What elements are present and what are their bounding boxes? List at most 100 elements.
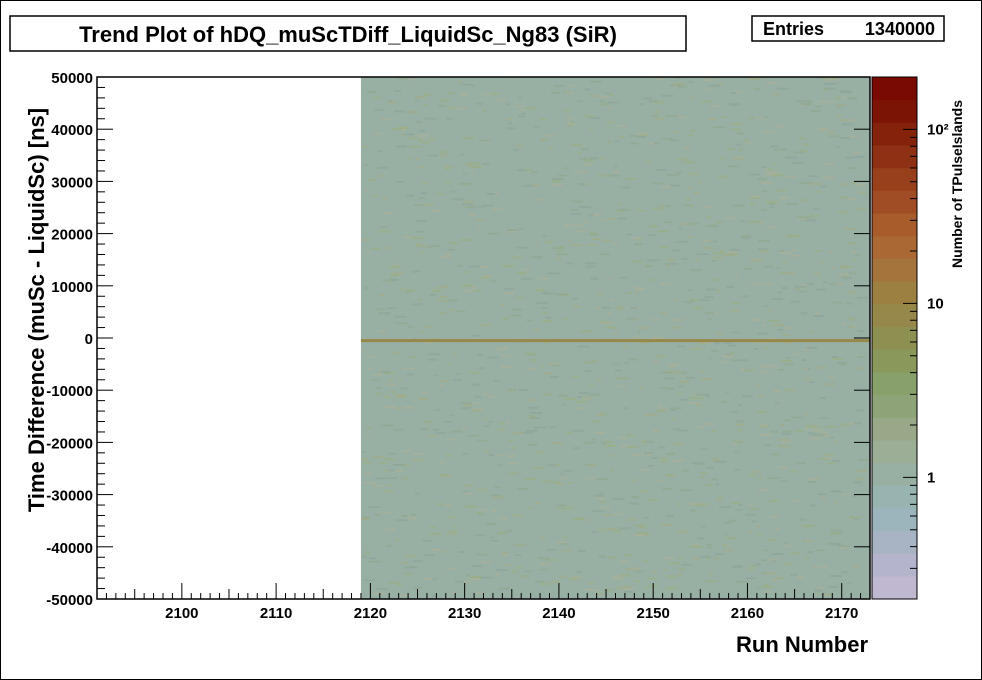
speckle-cell (630, 307, 638, 310)
speckle-cell (446, 107, 455, 110)
speckle-cell (818, 260, 824, 263)
speckle-cell (784, 563, 792, 566)
speckle-cell (508, 122, 513, 125)
speckle-cell (583, 159, 595, 162)
speckle-cell (833, 440, 839, 443)
speckle-cell (399, 288, 405, 291)
speckle-cell (470, 409, 480, 412)
speckle-cell (563, 317, 568, 320)
speckle-cell (689, 502, 699, 505)
speckle-cell (482, 393, 490, 396)
speckle-cell (387, 477, 398, 480)
speckle-cell (518, 389, 528, 392)
speckle-cell (769, 430, 778, 433)
speckle-cell (782, 440, 792, 443)
speckle-cell (445, 180, 452, 183)
speckle-cell (751, 520, 757, 523)
speckle-cell (785, 545, 793, 548)
speckle-cell (585, 477, 597, 480)
speckle-cell (641, 441, 647, 443)
speckle-cell (425, 428, 430, 431)
speckle-cell (673, 428, 680, 431)
speckle-cell (833, 301, 843, 304)
speckle-cell (654, 142, 661, 145)
speckle-cell (790, 573, 798, 576)
speckle-cell (415, 157, 421, 160)
speckle-cell (776, 87, 789, 90)
speckle-cell (373, 132, 382, 135)
speckle-cell (781, 287, 788, 290)
x-axis-label: Run Number (736, 632, 868, 657)
speckle-cell (852, 259, 857, 262)
speckle-cell (708, 572, 714, 575)
speckle-cell (491, 92, 501, 95)
speckle-cell (547, 464, 556, 467)
speckle-cell (502, 264, 515, 267)
speckle-cell (554, 463, 560, 466)
speckle-cell (676, 158, 689, 161)
speckle-cell (378, 312, 391, 315)
speckle-cell (423, 578, 432, 580)
speckle-cell (624, 590, 634, 593)
speckle-cell (785, 156, 798, 159)
speckle-cell (768, 202, 776, 205)
speckle-cell (707, 466, 714, 469)
speckle-cell (473, 289, 482, 292)
speckle-cell (556, 253, 569, 256)
speckle-cell (821, 435, 831, 437)
speckle-cell (819, 129, 824, 132)
speckle-cell (549, 376, 559, 379)
speckle-cell (599, 500, 606, 503)
speckle-cell (679, 398, 688, 401)
speckle-cell (798, 137, 805, 140)
y-tick-label: 40000 (51, 122, 93, 139)
speckle-cell (583, 163, 593, 166)
speckle-cell (666, 258, 676, 261)
speckle-cell (440, 99, 450, 102)
speckle-cell (381, 424, 394, 427)
speckle-cell (513, 256, 522, 259)
speckle-cell (484, 450, 490, 452)
speckle-cell (406, 157, 412, 160)
speckle-cell (394, 469, 403, 472)
speckle-cell (659, 460, 667, 463)
speckle-cell (491, 509, 496, 512)
speckle-cell (589, 94, 599, 97)
speckle-cell (537, 557, 550, 560)
speckle-cell (524, 570, 532, 573)
speckle-cell (849, 135, 859, 138)
speckle-cell (737, 580, 749, 583)
speckle-cell (509, 388, 517, 391)
speckle-cell (748, 474, 756, 477)
speckle-cell (755, 563, 761, 566)
speckle-cell (724, 355, 734, 358)
speckle-cell (561, 476, 569, 479)
speckle-cell (575, 171, 588, 174)
speckle-cell (450, 414, 455, 417)
speckle-cell (612, 530, 622, 533)
speckle-cell (452, 378, 462, 381)
speckle-cell (643, 97, 653, 100)
speckle-cell (470, 578, 481, 580)
color-swatch (872, 372, 917, 396)
speckle-cell (636, 209, 646, 212)
speckle-cell (751, 318, 761, 321)
speckle-cell (394, 315, 406, 318)
speckle-cell (591, 438, 596, 441)
speckle-cell (823, 176, 835, 179)
speckle-cell (840, 363, 848, 366)
speckle-cell (731, 411, 739, 414)
y-tick-label: 30000 (51, 174, 93, 191)
speckle-cell (361, 145, 369, 148)
speckle-cell (794, 353, 800, 356)
speckle-cell (754, 116, 765, 119)
speckle-cell (449, 308, 456, 311)
color-swatch (872, 440, 917, 464)
speckle-cell (617, 385, 627, 388)
speckle-cell (772, 453, 780, 456)
speckle-cell (506, 530, 514, 533)
speckle-cell (596, 378, 602, 381)
speckle-cell (839, 90, 850, 93)
speckle-cell (443, 420, 453, 423)
speckle-cell (417, 139, 422, 142)
